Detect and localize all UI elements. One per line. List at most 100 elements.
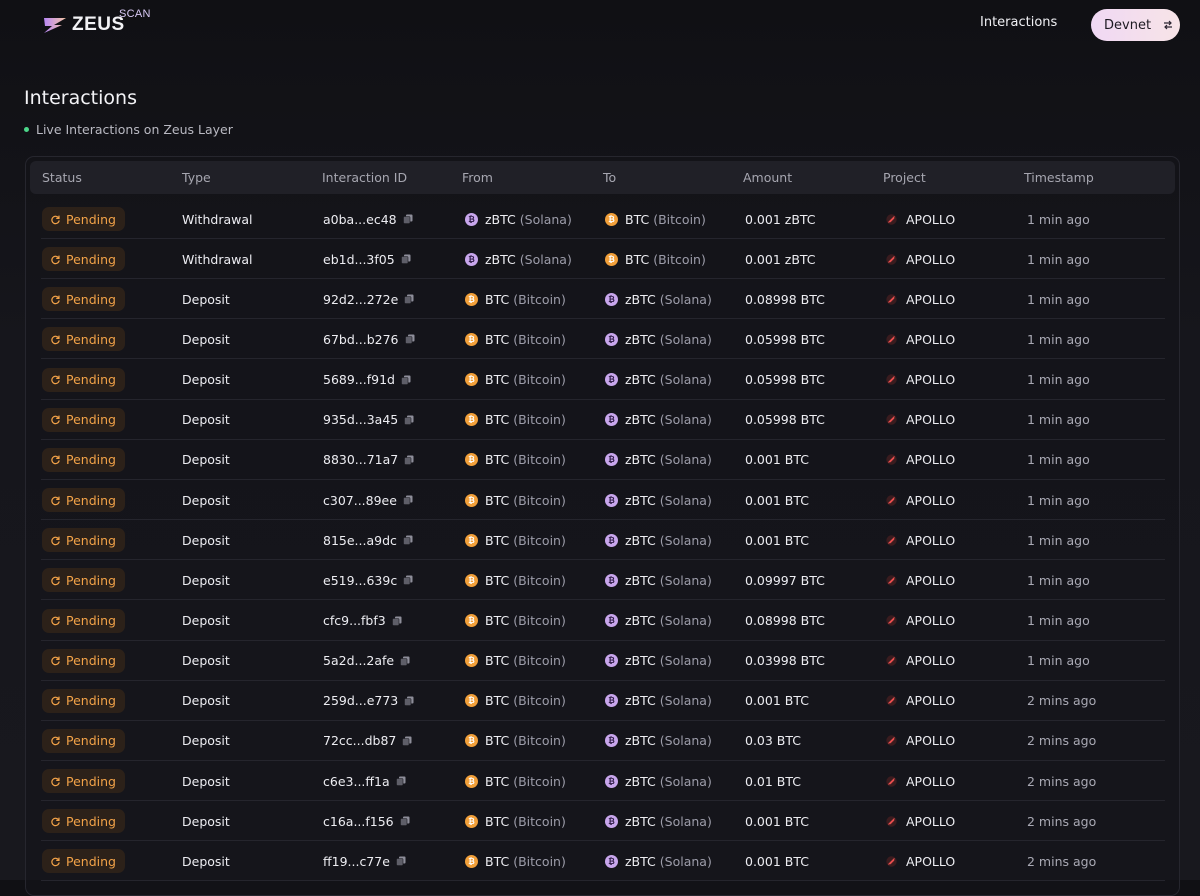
table-row[interactable]: Pending Deposit c307...89ee ₿ BTC (Bitcoin) ₿ z…	[26, 480, 1181, 521]
interaction-id-link[interactable]: cfc9...fbf3	[323, 613, 386, 628]
copy-icon[interactable]	[401, 375, 411, 385]
interaction-id-link[interactable]: e519...639c	[323, 572, 398, 588]
interaction-id-link[interactable]: a0ba...ec48	[323, 211, 397, 227]
status-label: Pending	[66, 853, 116, 869]
project-name: APOLLO	[906, 412, 956, 428]
status-badge[interactable]: Pending	[42, 728, 125, 753]
interaction-id-cell: 5689...f91d	[323, 360, 411, 400]
from-cell: ₿ BTC (Bitcoin)	[465, 601, 566, 641]
table-row[interactable]: Pending Deposit 259d...e773 ₿ BTC (Bitcoin) ₿ z…	[26, 681, 1181, 721]
status-badge[interactable]: Pending	[42, 407, 125, 432]
from-cell: ₿ BTC (Bitcoin)	[465, 279, 566, 319]
copy-icon[interactable]	[404, 334, 415, 345]
interaction-id-link[interactable]: c16a...f156	[323, 813, 394, 829]
status-badge[interactable]: Pending	[42, 207, 125, 231]
copy-icon[interactable]	[395, 776, 406, 786]
status-badge[interactable]: Pending	[42, 327, 125, 352]
row-divider	[41, 840, 1165, 842]
column-header-type: Type	[182, 170, 211, 185]
type-cell: Deposit	[182, 291, 230, 307]
copy-icon[interactable]	[404, 294, 414, 305]
table-row[interactable]: Pending Deposit 815e...a9dc ₿ BTC (Bitcoin) ₿ z…	[26, 520, 1181, 561]
table-row[interactable]: Pending Deposit 72cc...db87 ₿ BTC (Bitcoin) ₿ z…	[26, 721, 1181, 761]
status-badge[interactable]: Pending	[42, 769, 125, 794]
project-name: APOLLO	[906, 773, 956, 789]
copy-icon[interactable]	[396, 856, 406, 867]
status-badge[interactable]: Pending	[42, 648, 125, 673]
copy-icon[interactable]	[402, 736, 412, 746]
to-chain: (Solana)	[659, 412, 712, 428]
interaction-id-link[interactable]: 67bd...b276	[323, 331, 399, 347]
interaction-id-link[interactable]: 815e...a9dc	[323, 532, 397, 548]
table-row[interactable]: Pending Deposit cfc9...fbf3 ₿ BTC (Bitcoin) ₿ z…	[26, 601, 1181, 641]
from-token: zBTC	[485, 211, 516, 227]
interaction-id-link[interactable]: 5a2d...2afe	[323, 653, 395, 669]
project-cell: APOLLO	[886, 721, 955, 761]
row-divider	[41, 358, 1165, 360]
table-row[interactable]: Pending Withdrawal eb1d...3f05 ₿ zBTC (Solana…	[26, 239, 1181, 280]
table-row[interactable]: Pending Deposit 92d2...272e ₿ BTC (Bitcoin) ₿ z…	[26, 279, 1181, 320]
interaction-id-link[interactable]: 8830...71a7	[323, 452, 399, 468]
status-badge[interactable]: Pending	[42, 488, 125, 513]
amount-cell: 0.03998 BTC	[745, 653, 825, 669]
status-badge[interactable]: Pending	[42, 287, 125, 312]
copy-icon[interactable]	[403, 535, 413, 545]
status-badge[interactable]: Pending	[42, 447, 125, 472]
copy-icon[interactable]	[404, 455, 414, 465]
copy-icon[interactable]	[402, 214, 413, 224]
interaction-id-link[interactable]: c307...89ee	[323, 492, 397, 508]
timestamp-cell: 1 min ago	[1027, 331, 1090, 347]
copy-icon[interactable]	[404, 415, 414, 425]
interaction-id-link[interactable]: c6e3...ff1a	[323, 773, 390, 789]
bitcoin-icon: ₿	[465, 774, 478, 788]
interaction-id-link[interactable]: 5689...f91d	[323, 372, 395, 388]
nav-interactions-link[interactable]: Interactions	[980, 15, 1058, 30]
table-row[interactable]: Pending Deposit c16a...f156 ₿ BTC (Bitcoin) ₿ z…	[26, 801, 1181, 842]
status-badge[interactable]: Pending	[42, 809, 125, 834]
timestamp-cell: 2 mins ago	[1027, 773, 1097, 789]
copy-icon[interactable]	[399, 816, 410, 827]
copy-icon[interactable]	[391, 616, 402, 626]
copy-icon[interactable]	[400, 656, 410, 666]
interaction-id-link[interactable]: 259d...e773	[323, 693, 399, 709]
status-badge[interactable]: Pending	[42, 608, 125, 633]
project-cell: APOLLO	[886, 440, 955, 480]
interaction-id-link[interactable]: eb1d...3f05	[323, 251, 395, 267]
table-row[interactable]: Pending Deposit ff19...c77e ₿ BTC (Bitcoin) ₿ z…	[26, 841, 1181, 882]
network-selector-button[interactable]: Devnet	[1091, 9, 1180, 41]
from-token: BTC	[485, 653, 510, 669]
project-name: APOLLO	[906, 853, 956, 869]
bitcoin-icon: ₿	[465, 332, 478, 346]
interaction-id-link[interactable]: 92d2...272e	[323, 291, 399, 307]
table-row[interactable]: Pending Withdrawal a0ba...ec48 ₿ zBTC (Solana…	[26, 199, 1181, 239]
status-badge[interactable]: Pending	[42, 568, 125, 593]
status-badge[interactable]: Pending	[42, 849, 125, 874]
table-row[interactable]: Pending Deposit 5689...f91d ₿ BTC (Bitcoin) ₿ z…	[26, 360, 1181, 400]
status-badge[interactable]: Pending	[42, 247, 125, 272]
table-row[interactable]: Pending Deposit c6e3...ff1a ₿ BTC (Bitcoin) ₿ z…	[26, 761, 1181, 802]
zeus-logo[interactable]: ZEUS SCAN	[42, 8, 150, 40]
amount-cell: 0.001 BTC	[745, 532, 809, 548]
status-cell: Pending	[42, 841, 125, 881]
interaction-id-link[interactable]: ff19...c77e	[323, 853, 390, 869]
interaction-id-link[interactable]: 935d...3a45	[323, 412, 399, 428]
project-name: APOLLO	[906, 492, 956, 508]
status-cell: Pending	[42, 801, 125, 841]
status-badge[interactable]: Pending	[42, 367, 125, 392]
table-row[interactable]: Pending Deposit 67bd...b276 ₿ BTC (Bitcoin) ₿ z…	[26, 319, 1181, 360]
interaction-id-link[interactable]: 72cc...db87	[323, 733, 397, 749]
table-row[interactable]: Pending Deposit 935d...3a45 ₿ BTC (Bitcoin) ₿ z…	[26, 400, 1181, 440]
status-badge[interactable]: Pending	[42, 528, 125, 553]
copy-icon[interactable]	[404, 696, 414, 706]
copy-icon[interactable]	[403, 495, 413, 505]
copy-icon[interactable]	[400, 254, 411, 264]
table-row[interactable]: Pending Deposit 8830...71a7 ₿ BTC (Bitcoin) ₿ z…	[26, 440, 1181, 480]
status-badge[interactable]: Pending	[42, 688, 125, 713]
from-cell: ₿ BTC (Bitcoin)	[465, 319, 566, 359]
copy-icon[interactable]	[403, 575, 413, 586]
status-cell: Pending	[42, 761, 125, 801]
timestamp-cell: 1 min ago	[1027, 291, 1090, 307]
table-row[interactable]: Pending Deposit 5a2d...2afe ₿ BTC (Bitcoin) ₿ z…	[26, 641, 1181, 681]
table-row[interactable]: Pending Deposit e519...639c ₿ BTC (Bitcoin) ₿ z…	[26, 560, 1181, 601]
project-cell: APOLLO	[886, 239, 955, 279]
